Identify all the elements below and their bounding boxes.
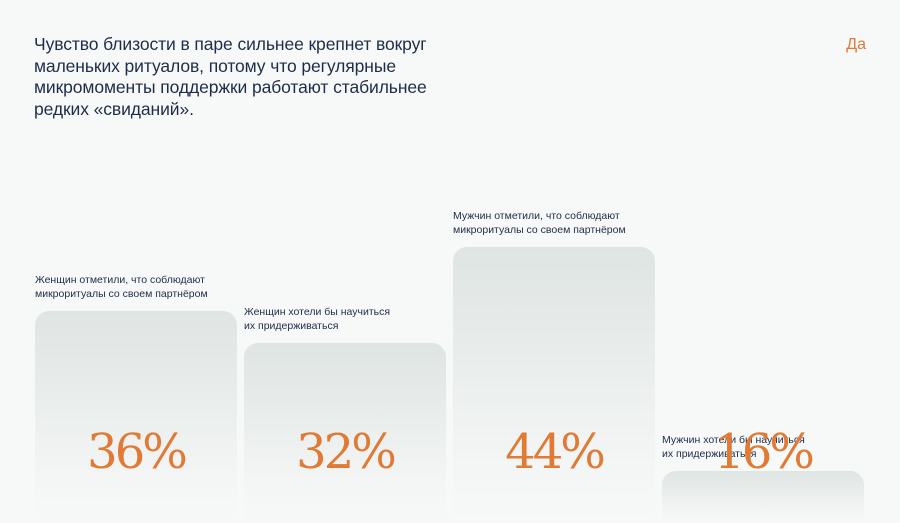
bar-category-label: Женщин хотели бы научиться их придержива…: [244, 306, 391, 332]
bar-category-label: Мужчин хотели бы научиться их придержива…: [662, 434, 805, 460]
bar-value-label: 44%: [505, 424, 606, 480]
bar: [453, 247, 655, 523]
bar: [35, 311, 237, 523]
bar-value-label: 36%: [87, 424, 188, 480]
bar: [662, 471, 864, 523]
bar-value-label: 32%: [296, 424, 397, 480]
bar-value-label: 16%: [714, 424, 815, 480]
bar: [244, 343, 446, 523]
headline: Чувство близости в паре сильнее крепнет …: [34, 34, 427, 119]
answer-tag: Да: [846, 36, 866, 53]
bar-category-label: Мужчин отметили, что соблюдают микрориту…: [453, 210, 626, 236]
bar-category-label: Женщин отметили, что соблюдают микрориту…: [35, 274, 208, 300]
